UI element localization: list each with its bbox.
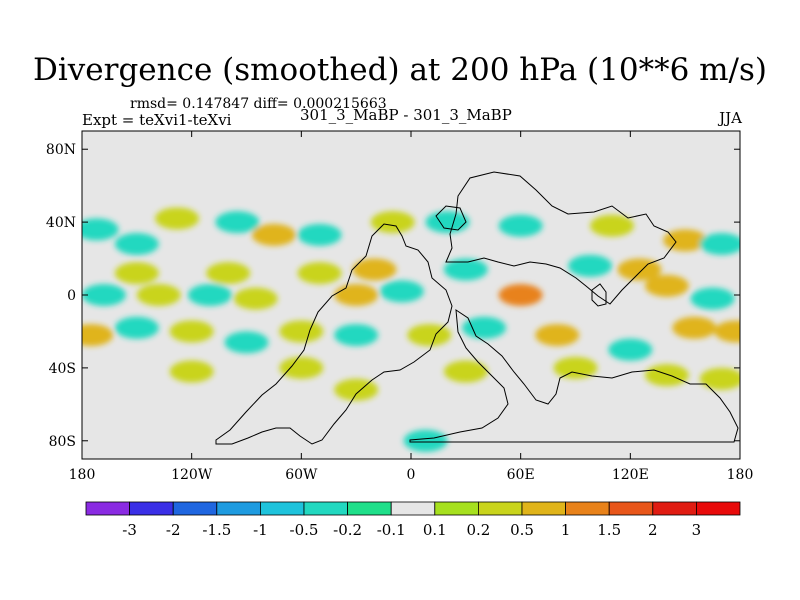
field-cell bbox=[535, 324, 579, 346]
field-cell bbox=[298, 262, 342, 284]
colorbar-label: -2 bbox=[166, 521, 181, 539]
colorbar-swatch bbox=[696, 502, 740, 515]
colorbar-swatch bbox=[304, 502, 348, 515]
colorbar-swatch bbox=[130, 502, 174, 515]
colorbar-label: 3 bbox=[692, 521, 702, 539]
field-cell bbox=[407, 324, 451, 346]
colorbar-label: -0.5 bbox=[290, 521, 319, 539]
field-cell bbox=[645, 364, 689, 386]
y-tick-label: 80N bbox=[46, 142, 76, 158]
divergence-map: 180 120W 60W 0 60E 120E 18080N40N040S80S -3 -2-… bbox=[0, 0, 800, 600]
field-cell bbox=[700, 233, 744, 255]
field-cell bbox=[69, 324, 113, 346]
field-cell bbox=[714, 320, 758, 342]
field-cell bbox=[672, 317, 716, 339]
colorbar-label: -0.1 bbox=[377, 521, 406, 539]
field-cell bbox=[334, 379, 378, 401]
x-tick-label: 120E bbox=[612, 467, 649, 483]
colorbar-label: 0.1 bbox=[423, 521, 447, 539]
field-cell bbox=[568, 255, 612, 277]
field-cell bbox=[170, 320, 214, 342]
field-cell bbox=[663, 229, 707, 251]
colorbar-swatch bbox=[522, 502, 566, 515]
field-cell bbox=[170, 361, 214, 383]
field-cell bbox=[371, 211, 415, 233]
field-cell bbox=[115, 233, 159, 255]
colorbar-label: -1.5 bbox=[202, 521, 231, 539]
colorbar-label: -0.2 bbox=[333, 521, 362, 539]
y-tick-label: 40N bbox=[46, 215, 76, 231]
colorbar-swatch bbox=[653, 502, 697, 515]
y-tick-label: 40S bbox=[49, 361, 76, 377]
field-cell bbox=[279, 320, 323, 342]
colorbar-swatch bbox=[478, 502, 522, 515]
field-cell bbox=[298, 224, 342, 246]
field-cell bbox=[700, 368, 744, 390]
field-cell bbox=[206, 262, 250, 284]
colorbar-swatch bbox=[217, 502, 261, 515]
field-cell bbox=[499, 284, 543, 306]
colorbar-label: -3 bbox=[122, 521, 137, 539]
y-tick-label: 0 bbox=[67, 288, 76, 304]
field-cell bbox=[137, 284, 181, 306]
colorbar-swatch bbox=[86, 502, 130, 515]
x-tick-label: 180 bbox=[69, 467, 96, 483]
field-cell bbox=[155, 207, 199, 229]
x-tick-label: 60W bbox=[285, 467, 318, 483]
colorbar-label: 2 bbox=[648, 521, 658, 539]
x-tick-label: 180 bbox=[727, 467, 754, 483]
y-tick-label: 80S bbox=[49, 434, 76, 450]
field-cell bbox=[691, 288, 735, 310]
field-cell bbox=[115, 262, 159, 284]
colorbar: -3 -2 -1.5 -1 -0.5 -0.2 -0.1 0.1 0.2 0.5 1 1.5 2 3 bbox=[86, 502, 740, 539]
field-cell bbox=[334, 284, 378, 306]
colorbar-label: 1 bbox=[561, 521, 571, 539]
field-cell bbox=[252, 224, 296, 246]
colorbar-swatch bbox=[609, 502, 653, 515]
field-cell bbox=[115, 317, 159, 339]
field-cell bbox=[645, 275, 689, 297]
colorbar-swatch bbox=[435, 502, 479, 515]
colorbar-swatch bbox=[566, 502, 610, 515]
colorbar-label: 0.2 bbox=[466, 521, 490, 539]
colorbar-label: -1 bbox=[253, 521, 268, 539]
field-cell bbox=[234, 288, 278, 310]
colorbar-swatch bbox=[348, 502, 392, 515]
field-cell bbox=[279, 357, 323, 379]
field-cell bbox=[225, 331, 269, 353]
field-cell bbox=[188, 284, 232, 306]
field-cell bbox=[499, 215, 543, 237]
colorbar-swatch bbox=[260, 502, 304, 515]
field-cell bbox=[75, 218, 119, 240]
colorbar-label: 0.5 bbox=[510, 521, 534, 539]
field-cell bbox=[380, 280, 424, 302]
field-cell bbox=[444, 361, 488, 383]
field-cell bbox=[215, 211, 259, 233]
field-cell bbox=[82, 284, 126, 306]
colorbar-label: 1.5 bbox=[597, 521, 621, 539]
x-tick-label: 60E bbox=[507, 467, 535, 483]
field-cell bbox=[352, 258, 396, 280]
field-cell bbox=[608, 339, 652, 361]
x-tick-label: 0 bbox=[407, 467, 416, 483]
colorbar-swatch bbox=[173, 502, 217, 515]
field-cell bbox=[334, 324, 378, 346]
colorbar-swatch bbox=[391, 502, 435, 515]
x-tick-label: 120W bbox=[171, 467, 213, 483]
